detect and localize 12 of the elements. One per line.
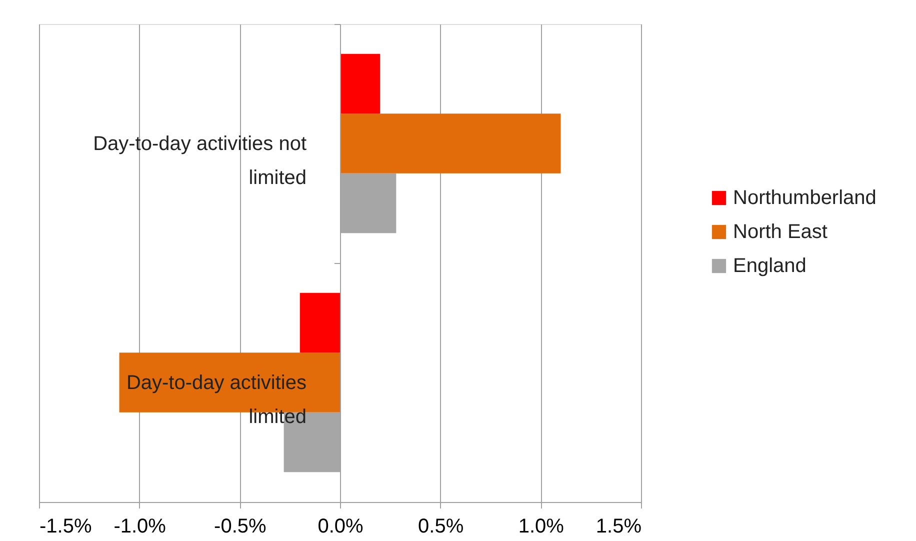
legend-label: North East (733, 221, 828, 243)
x-tick-label: -1.0% (114, 516, 166, 538)
y-tick-label: Day-to-day activities not limited (93, 133, 307, 189)
x-tick-label: -1.5% (40, 516, 92, 538)
x-tick-label: 1.5% (596, 516, 642, 538)
x-tick-label: 1.0% (518, 516, 564, 538)
x-tick-label: 0.0% (318, 516, 364, 538)
x-tick-label: 0.5% (418, 516, 464, 538)
legend-label: Northumberland (733, 187, 876, 209)
legend-label: England (733, 255, 806, 277)
y-tick-label: Day-to-day activities limited (126, 372, 306, 428)
x-tick-label: -0.5% (214, 516, 267, 538)
